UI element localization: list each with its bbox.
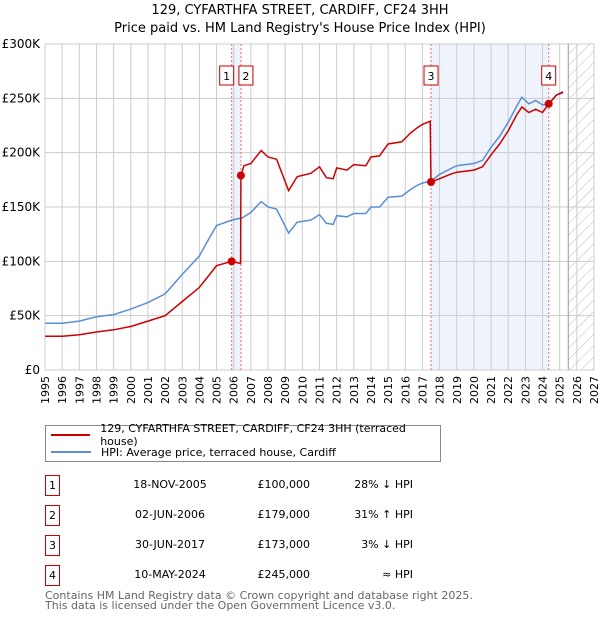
y-tick-label: £250K	[2, 91, 42, 105]
y-tick-label: £0	[25, 363, 40, 377]
sale-date: 10-MAY-2024	[134, 568, 206, 581]
sale-point	[236, 171, 245, 180]
sale-date: 02-JUN-2006	[134, 508, 206, 521]
x-tick-label: 2014	[365, 376, 378, 404]
sale-label-box	[238, 65, 254, 86]
sale-date: 30-JUN-2017	[134, 538, 206, 551]
x-tick-label: 2021	[485, 376, 498, 404]
x-tick-label: 1998	[90, 376, 103, 404]
sale-point	[427, 178, 436, 187]
x-tick-label: 2012	[331, 376, 344, 404]
legend-item-hpi: HPI: Average price, terraced house, Card…	[51, 444, 336, 460]
y-tick-label: £100K	[2, 254, 42, 268]
x-tick-label: 2024	[537, 376, 550, 404]
x-tick-label: 2016	[399, 376, 412, 404]
x-tick-label: 2007	[245, 376, 258, 404]
x-tick-label: 2019	[451, 376, 464, 404]
sale-hpi-comparison: 31% ↑ HPI	[354, 508, 413, 521]
table-row: 4 10-MAY-2024 £245,000 ≈ HPI	[45, 565, 465, 587]
footer-licence: This data is licensed under the Open Gov…	[45, 599, 396, 612]
sale-label-box	[423, 65, 439, 86]
sale-marker-badge: 3	[45, 535, 60, 556]
sale-marker-badge: 2	[45, 505, 60, 526]
x-tick-label: 1999	[108, 376, 121, 404]
x-tick-label: 1997	[73, 376, 86, 404]
x-tick-label: 2017	[416, 376, 429, 404]
sale-point	[227, 257, 236, 266]
sale-price: £173,000	[257, 538, 311, 551]
x-tick-label: 2022	[502, 376, 515, 404]
sale-price: £245,000	[257, 568, 311, 581]
x-tick-label: 2000	[125, 376, 138, 404]
x-tick-label: 2025	[554, 376, 567, 404]
hpi-line	[45, 92, 564, 325]
table-row: 3 30-JUN-2017 £173,000 3% ↓ HPI	[45, 535, 465, 557]
x-tick-label: 2003	[176, 376, 189, 404]
sale-hpi-comparison: 28% ↓ HPI	[354, 478, 413, 491]
sale-label: 3	[428, 70, 435, 83]
x-tick-label: 2004	[193, 376, 206, 404]
y-tick-label: £50K	[9, 309, 41, 323]
x-tick-label: 2002	[159, 376, 172, 404]
sale-date: 18-NOV-2005	[133, 478, 207, 491]
x-tick-label: 2015	[382, 376, 395, 404]
chart-title: 129, CYFARTHFA STREET, CARDIFF, CF24 3HH	[151, 3, 449, 18]
chart-subtitle: Price paid vs. HM Land Registry's House …	[114, 21, 486, 36]
x-tick-label: 2013	[348, 376, 361, 404]
x-tick-label: 2020	[468, 376, 481, 404]
footer: Contains HM Land Registry data © Crown c…	[45, 589, 473, 612]
sale-label-box	[541, 65, 557, 86]
x-tick-label: 2010	[296, 376, 309, 404]
sale-label: 2	[242, 70, 249, 83]
legend-swatch-red	[51, 434, 91, 436]
price-chart: 1995 1996 1997 1998 1999 2000 2001 2002 2003 2004…	[2, 37, 600, 404]
x-tick-label: 2026	[571, 376, 584, 404]
x-tick-label: 2011	[314, 376, 327, 404]
sale-marker-badge: 4	[45, 565, 60, 586]
legend-label: 129, CYFARTHFA STREET, CARDIFF, CF24 3HH…	[100, 422, 406, 448]
x-tick-label: 2008	[262, 376, 275, 404]
sale-point	[544, 99, 553, 108]
x-tick-label: 2005	[211, 376, 224, 404]
sale-price: £179,000	[257, 508, 311, 521]
legend-swatch-blue	[51, 451, 91, 453]
x-tick-label: 2018	[434, 376, 447, 404]
sale-hpi-comparison: 3% ↓ HPI	[361, 538, 413, 551]
x-tick-label: 2009	[279, 376, 292, 404]
table-row: 1 18-NOV-2005 £100,000 28% ↓ HPI	[45, 475, 465, 497]
sale-price: £100,000	[257, 478, 311, 491]
x-tick-label: 2027	[588, 376, 600, 404]
sale-hpi-comparison: ≈ HPI	[382, 568, 413, 581]
x-tick-label: 2023	[519, 376, 532, 404]
legend: 129, CYFARTHFA STREET, CARDIFF, CF24 3HH…	[45, 422, 441, 462]
sale-label: 4	[545, 70, 552, 83]
legend-item-property: 129, CYFARTHFA STREET, CARDIFF, CF24 3HH…	[51, 422, 440, 448]
table-row: 2 02-JUN-2006 £179,000 31% ↑ HPI	[45, 505, 465, 527]
x-tick-label: 2006	[228, 376, 241, 404]
x-tick-label: 2001	[142, 376, 155, 404]
x-tick-label: 1995	[39, 376, 52, 404]
y-tick-label: £200K	[2, 146, 42, 160]
sale-label: 1	[223, 70, 230, 83]
legend-label: HPI: Average price, terraced house, Card…	[101, 445, 336, 459]
sale-marker-badge: 1	[45, 475, 60, 496]
price-paid-line	[45, 91, 564, 338]
x-tick-label: 1996	[56, 376, 69, 404]
sale-label-box	[219, 65, 235, 86]
y-tick-label: £300K	[2, 37, 42, 51]
footer-copyright: Contains HM Land Registry data © Crown c…	[45, 589, 473, 602]
y-tick-label: £150K	[2, 200, 42, 214]
